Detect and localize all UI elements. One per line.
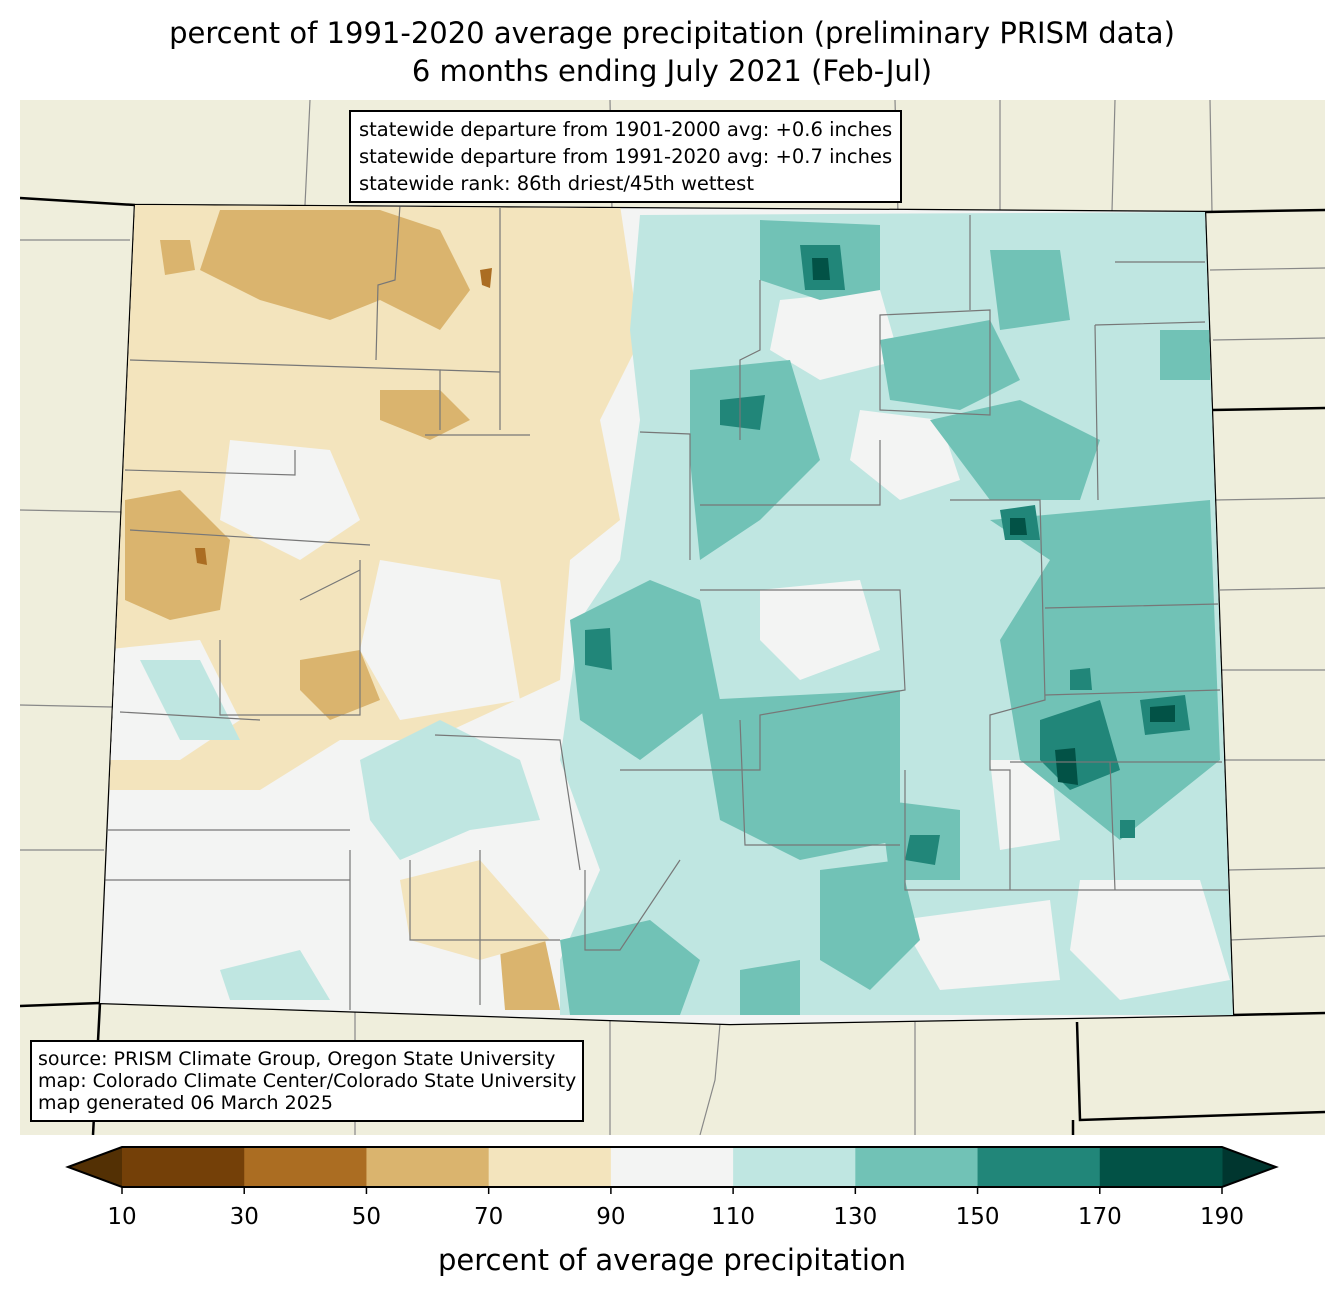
source-box: source: PRISM Climate Group, Oregon Stat… [30,1040,585,1122]
colorbar-under-arrow [68,1147,122,1187]
colorbar-bin [244,1147,367,1187]
colorbar-tick-label: 110 [711,1204,756,1230]
colorbar-bin [1099,1147,1223,1187]
colorbar-tick-label: 70 [474,1204,504,1230]
colorbar-tick-label: 90 [596,1204,626,1230]
map-credit-line: map: Colorado Climate Center/Colorado St… [38,1070,577,1092]
colorbar-tick-label: 30 [229,1204,259,1230]
colorbar-tick-label: 190 [1200,1204,1244,1230]
colorbar-tick-label: 50 [351,1204,382,1230]
title-line-2: 6 months ending July 2021 (Feb-Jul) [411,54,933,88]
generated-date-line: map generated 06 March 2025 [38,1092,333,1114]
departure-1991-2020: statewide departure from 1991-2020 avg: … [359,145,893,168]
colorbar-bin [977,1147,1101,1187]
statewide-rank: statewide rank: 86th driest/45th wettest [359,172,754,195]
title-line-1: percent of 1991-2020 average precipitati… [169,16,1175,50]
colorbar-bin [855,1147,979,1187]
colorbar-tick-label: 130 [833,1204,878,1230]
county-lines [100,205,1228,1010]
colorbar-bin [488,1147,612,1187]
colorbar [65,1146,1279,1194]
departure-1901-2000: statewide departure from 1901-2000 avg: … [359,118,893,141]
colorbar-tick-label: 150 [955,1204,1000,1230]
colorbar-tick-label: 10 [107,1204,137,1230]
colorbar-over-arrow [1222,1147,1276,1187]
colorbar-bin [610,1147,734,1187]
source-line: source: PRISM Climate Group, Oregon Stat… [38,1048,556,1070]
colorbar-tick-label: 170 [1077,1204,1122,1230]
precipitation-field [100,205,1233,1024]
colorbar-bin [366,1147,490,1187]
colorbar-label: percent of average precipitation [437,1243,907,1277]
colorbar-bin [122,1147,245,1187]
statewide-stats-box: statewide departure from 1901-2000 avg: … [349,110,903,203]
colorbar-bin [733,1147,856,1187]
